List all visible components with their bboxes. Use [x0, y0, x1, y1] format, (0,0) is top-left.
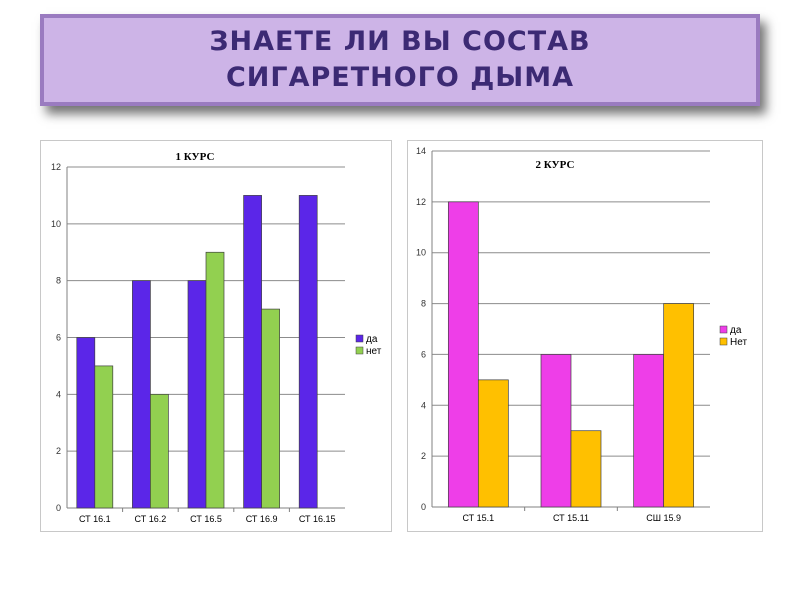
y-tick-label: 10 — [416, 248, 426, 258]
bar-да-СТ-15.1 — [447, 201, 479, 508]
bar-нет-СТ-16.1 — [94, 365, 114, 509]
x-category-label: СТ 16.1 — [79, 514, 111, 524]
legend-label: да — [730, 325, 742, 336]
title-banner: ЗНАЕТЕ ЛИ ВЫ СОСТАВ СИГАРЕТНОГО ДЫМА — [40, 14, 760, 106]
chart-panel-course-1: 1 КУРС 0 2 4 6 8 10 12 СТ 16.1 СТ 16.2 СТ 16.5 СТ 1… — [40, 140, 392, 532]
y-tick-label: 8 — [421, 299, 426, 309]
legend-label: Нет — [730, 337, 747, 348]
legend-label: нет — [366, 346, 382, 357]
y-tick-label: 2 — [56, 446, 61, 456]
bar-да-СТ-16.15 — [298, 195, 318, 509]
y-tick-label: 8 — [56, 276, 61, 286]
legend-swatch — [719, 337, 728, 346]
bar-нет-СТ-16.2 — [150, 393, 169, 509]
legend-label: да — [366, 334, 378, 345]
x-category-label: СШ 15.9 — [646, 513, 681, 523]
x-category-label: СТ 15.11 — [553, 513, 589, 523]
bar-да-СТ-16.2 — [132, 280, 151, 509]
legend-swatch — [355, 334, 364, 343]
y-tick-label: 0 — [56, 503, 61, 513]
y-tick-label: 6 — [56, 333, 61, 343]
chart-panel-course-2: 2 КУРС 0 2 4 6 8 10 12 14 СТ 15.1 СТ 15.11 СШ 15.9 д… — [407, 140, 763, 532]
bar-Нет-СШ-15.9 — [663, 303, 695, 508]
bar-Нет-СТ-15.11 — [570, 430, 602, 508]
x-category-label: СТ 16.2 — [135, 514, 167, 524]
bar-Нет-СТ-15.1 — [477, 379, 509, 508]
chart-title: 1 КУРС — [176, 151, 215, 163]
bar-да-СТ-16.1 — [76, 337, 96, 509]
y-tick-label: 12 — [416, 197, 426, 207]
y-tick-label: 6 — [421, 349, 426, 359]
bar-да-СТ-15.11 — [540, 354, 572, 508]
slide-title: ЗНАЕТЕ ЛИ ВЫ СОСТАВ СИГАРЕТНОГО ДЫМА — [209, 26, 591, 93]
y-tick-label: 12 — [51, 162, 61, 172]
x-category-label: СТ 16.9 — [246, 514, 278, 524]
bar-нет-СТ-16.5 — [205, 251, 225, 509]
y-tick-label: 4 — [56, 389, 61, 399]
bar-да-СТ-16.5 — [187, 280, 207, 509]
y-tick-label: 10 — [51, 219, 61, 229]
x-category-label: СТ 15.1 — [462, 513, 494, 523]
chart-course-1: 1 КУРС 0 2 4 6 8 10 12 СТ 16.1 СТ 16.2 СТ 16.5 СТ 1… — [51, 151, 382, 524]
y-tick-label: 2 — [421, 451, 426, 461]
y-tick-label: 0 — [421, 502, 426, 512]
legend-swatch — [719, 325, 728, 334]
chart-course-2: 2 КУРС 0 2 4 6 8 10 12 14 СТ 15.1 СТ 15.11 СШ 15.9 д… — [416, 146, 747, 523]
bar-да-СТ-16.9 — [243, 195, 262, 509]
legend-swatch — [355, 346, 364, 355]
chart-title: 2 КУРС — [536, 159, 575, 171]
x-category-label: СТ 16.5 — [190, 514, 222, 524]
y-tick-label: 4 — [421, 400, 426, 410]
bar-да-СШ-15.9 — [633, 354, 665, 508]
x-category-label: СТ 16.15 — [299, 514, 336, 524]
bar-нет-СТ-16.9 — [261, 308, 280, 509]
y-tick-label: 14 — [416, 146, 426, 156]
